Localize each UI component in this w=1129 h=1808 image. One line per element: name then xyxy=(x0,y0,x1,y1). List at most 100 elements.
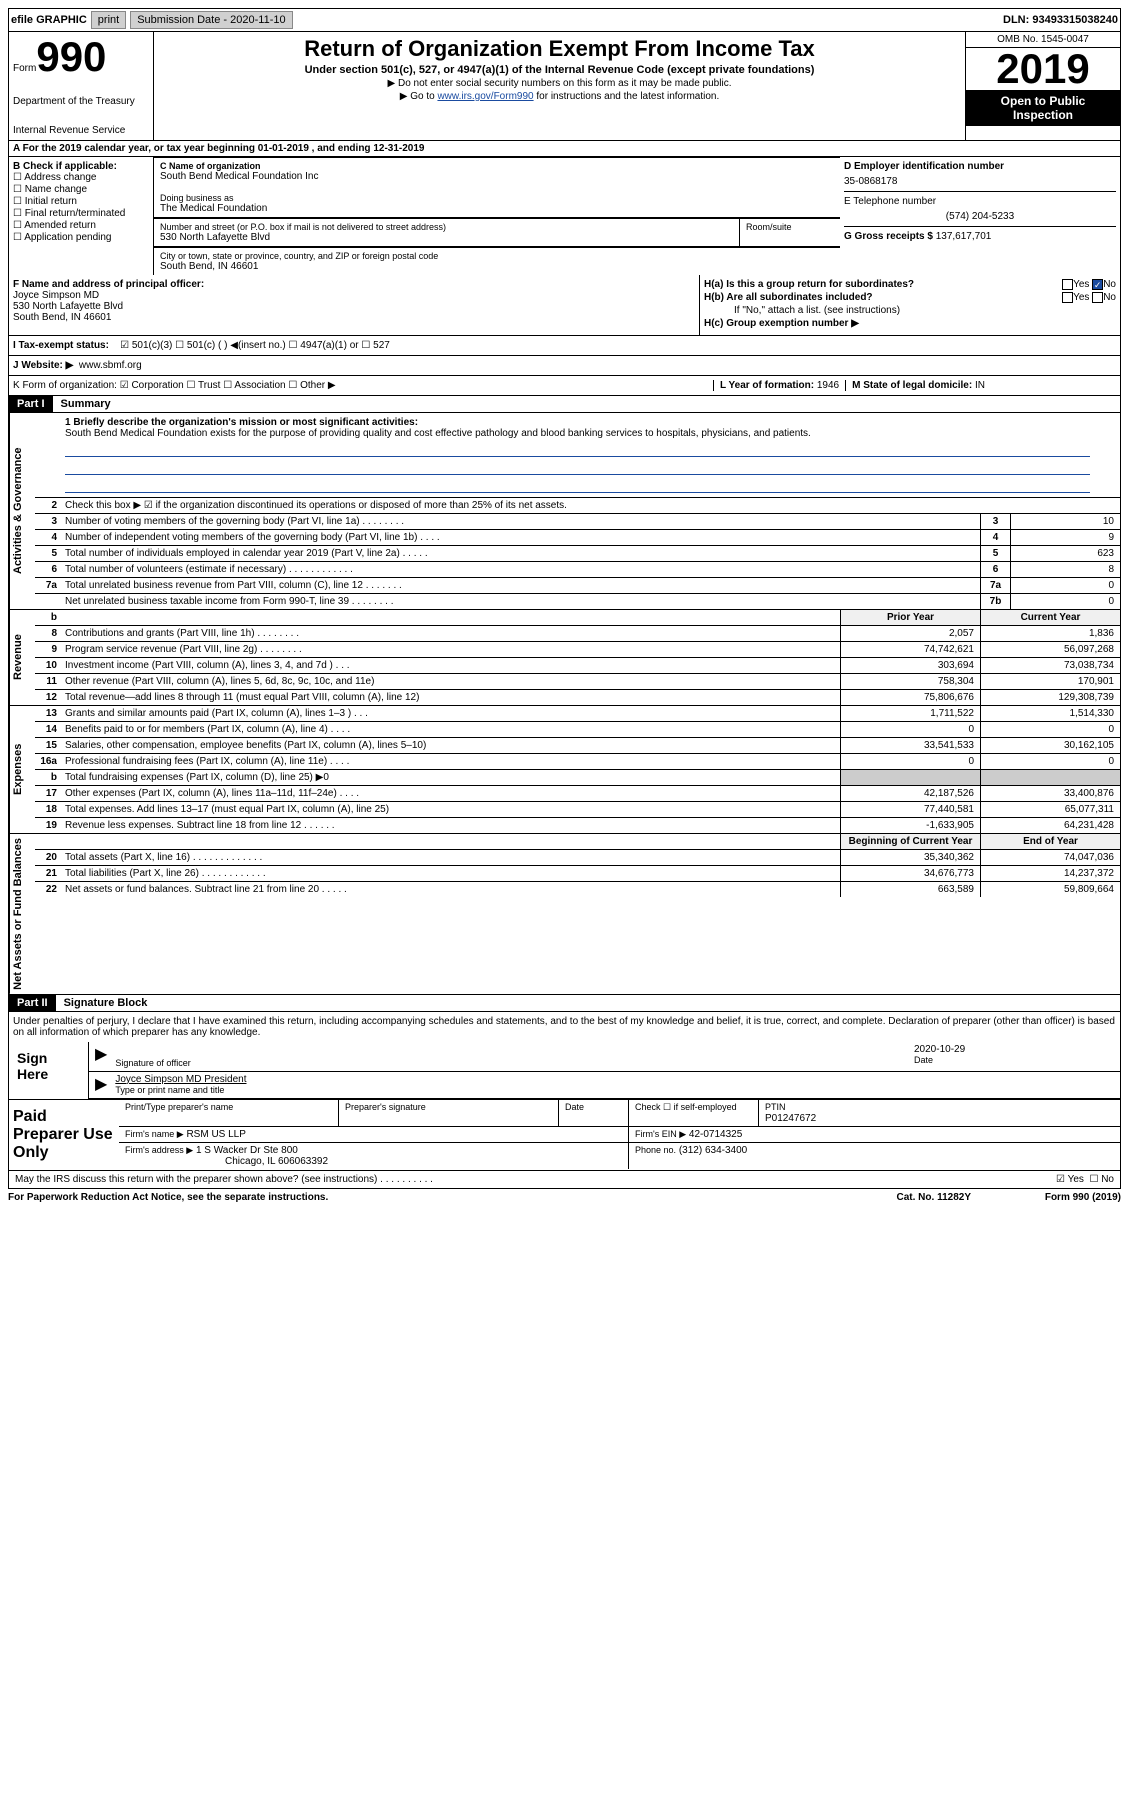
cb-final[interactable]: ☐ Final return/terminated xyxy=(13,208,149,219)
dept-irs: Internal Revenue Service xyxy=(13,125,149,136)
tax-year: 2019 xyxy=(966,48,1120,90)
header-middle: Return of Organization Exempt From Incom… xyxy=(154,32,965,140)
line-2: Check this box ▶ ☑ if the organization d… xyxy=(61,498,1120,513)
dba-label: Doing business as xyxy=(160,193,834,203)
officer-addr2: South Bend, IN 46601 xyxy=(13,312,695,323)
preparer-label: Paid Preparer Use Only xyxy=(9,1100,119,1170)
row-i-tax-status: I Tax-exempt status: ☑ 501(c)(3) ☐ 501(c… xyxy=(8,336,1121,356)
cb-address[interactable]: ☐ Address change xyxy=(13,172,149,183)
ein-label: D Employer identification number xyxy=(844,161,1004,172)
public-inspection: Open to PublicInspection xyxy=(966,90,1120,126)
state-domicile: IN xyxy=(975,380,985,391)
website-value: www.sbmf.org xyxy=(79,360,142,371)
header-right: OMB No. 1545-0047 2019 Open to PublicIns… xyxy=(965,32,1120,140)
cb-initial[interactable]: ☐ Initial return xyxy=(13,196,149,207)
org-name-label: C Name of organization xyxy=(160,161,834,171)
vtab-governance: Activities & Governance xyxy=(9,413,35,609)
section-bcde: B Check if applicable: ☐ Address change … xyxy=(8,157,1121,275)
addr-value: 530 North Lafayette Blvd xyxy=(160,232,733,243)
summary-governance: Activities & Governance 1 Briefly descri… xyxy=(8,413,1121,610)
cat-no: Cat. No. 11282Y xyxy=(897,1192,971,1203)
part2-header: Part IISignature Block xyxy=(8,995,1121,1012)
hc-label: H(c) Group exemption number ▶ xyxy=(704,318,859,329)
summary-revenue: Revenue bPrior YearCurrent Year 8Contrib… xyxy=(8,610,1121,706)
header-left: Form 990 Department of the Treasury Inte… xyxy=(9,32,154,140)
room-label: Room/suite xyxy=(746,222,834,232)
officer-addr1: 530 North Lafayette Blvd xyxy=(13,301,695,312)
form-number: 990 xyxy=(36,36,106,78)
ha-label: H(a) Is this a group return for subordin… xyxy=(704,279,914,290)
hb-note: If "No," attach a list. (see instruction… xyxy=(704,305,1116,316)
sig-declaration: Under penalties of perjury, I declare th… xyxy=(9,1012,1120,1042)
ha-yes[interactable] xyxy=(1062,279,1073,290)
sig-date: 2020-10-29 xyxy=(914,1044,1114,1055)
mission-block: 1 Briefly describe the organization's mi… xyxy=(35,413,1120,498)
mission-text: South Bend Medical Foundation exists for… xyxy=(65,428,1090,439)
col-h-group: H(a) Is this a group return for subordin… xyxy=(700,275,1120,335)
row-k-org-form: K Form of organization: ☑ Corporation ☐ … xyxy=(8,376,1121,396)
discuss-yes[interactable]: ☑ Yes xyxy=(1056,1174,1084,1185)
preparer-block: Paid Preparer Use Only Print/Type prepar… xyxy=(8,1100,1121,1171)
irs-link[interactable]: www.irs.gov/Form990 xyxy=(437,91,533,102)
form-note2: ▶ Go to www.irs.gov/Form990 for instruct… xyxy=(158,91,961,102)
footer-bottom: For Paperwork Reduction Act Notice, see … xyxy=(8,1189,1121,1206)
summary-netassets: Net Assets or Fund Balances Beginning of… xyxy=(8,834,1121,995)
sign-here-label: Sign Here xyxy=(9,1042,89,1099)
begin-year-header: Beginning of Current Year xyxy=(840,834,980,849)
cb-amended[interactable]: ☐ Amended return xyxy=(13,220,149,231)
form-header: Form 990 Department of the Treasury Inte… xyxy=(8,32,1121,141)
cb-pending[interactable]: ☐ Application pending xyxy=(13,232,149,243)
dln-value: DLN: 93493315038240 xyxy=(1003,14,1118,26)
vtab-revenue: Revenue xyxy=(9,610,35,705)
prior-year-header: Prior Year xyxy=(840,610,980,625)
ein-value: 35-0868178 xyxy=(844,176,1116,187)
form-ref: Form 990 (2019) xyxy=(971,1192,1121,1203)
row-a-tax-year: A For the 2019 calendar year, or tax yea… xyxy=(8,141,1121,157)
col-c-org: C Name of organization South Bend Medica… xyxy=(154,157,840,275)
firm-ein: 42-0714325 xyxy=(689,1129,742,1140)
efile-label: efile GRAPHIC xyxy=(11,14,87,26)
current-year-header: Current Year xyxy=(980,610,1120,625)
year-formation: 1946 xyxy=(817,380,839,391)
section-fh: F Name and address of principal officer:… xyxy=(8,275,1121,336)
footer-discuss: May the IRS discuss this return with the… xyxy=(8,1171,1121,1189)
firm-addr1: 1 S Wacker Dr Ste 800 xyxy=(196,1145,298,1156)
col-b-checkboxes: B Check if applicable: ☐ Address change … xyxy=(9,157,154,275)
firm-name: RSM US LLP xyxy=(186,1129,245,1140)
form-subtitle: Under section 501(c), 527, or 4947(a)(1)… xyxy=(158,64,961,76)
hb-no[interactable] xyxy=(1092,292,1103,303)
form-note1: ▶ Do not enter social security numbers o… xyxy=(158,78,961,89)
dept-treasury: Department of the Treasury xyxy=(13,96,149,107)
tel-value: (574) 204-5233 xyxy=(844,211,1116,222)
discuss-no[interactable]: ☐ No xyxy=(1089,1174,1114,1185)
vtab-netassets: Net Assets or Fund Balances xyxy=(9,834,35,994)
end-year-header: End of Year xyxy=(980,834,1120,849)
row-j-website: J Website: ▶ www.sbmf.org xyxy=(8,356,1121,376)
dba-value: The Medical Foundation xyxy=(160,203,834,214)
submission-date-label: Submission Date - 2020-11-10 xyxy=(130,11,292,29)
officer-name: Joyce Simpson MD xyxy=(13,290,695,301)
city-value: South Bend, IN 46601 xyxy=(160,261,834,272)
firm-addr2: Chicago, IL 606063392 xyxy=(225,1156,328,1167)
form-word: Form xyxy=(13,63,36,74)
top-bar: efile GRAPHIC print Submission Date - 20… xyxy=(8,8,1121,32)
addr-label: Number and street (or P.O. box if mail i… xyxy=(160,222,733,232)
part1-header: Part ISummary xyxy=(8,396,1121,413)
hb-label: H(b) Are all subordinates included? xyxy=(704,292,873,303)
city-label: City or town, state or province, country… xyxy=(160,251,834,261)
tel-label: E Telephone number xyxy=(844,196,936,207)
firm-phone: (312) 634-3400 xyxy=(679,1145,747,1156)
ptin-value: P01247672 xyxy=(765,1113,816,1124)
summary-expenses: Expenses 13Grants and similar amounts pa… xyxy=(8,706,1121,834)
col-d-ein: D Employer identification number 35-0868… xyxy=(840,157,1120,275)
form-title: Return of Organization Exempt From Incom… xyxy=(158,36,961,62)
print-button[interactable]: print xyxy=(91,11,126,29)
hb-yes[interactable] xyxy=(1062,292,1073,303)
cb-name[interactable]: ☐ Name change xyxy=(13,184,149,195)
ha-no[interactable]: ✓ xyxy=(1092,279,1103,290)
gross-value: 137,617,701 xyxy=(936,231,992,242)
sig-officer-label: Signature of officer xyxy=(115,1058,190,1068)
sig-name: Joyce Simpson MD President xyxy=(115,1074,1114,1085)
gross-label: G Gross receipts $ xyxy=(844,231,933,242)
vtab-expenses: Expenses xyxy=(9,706,35,833)
